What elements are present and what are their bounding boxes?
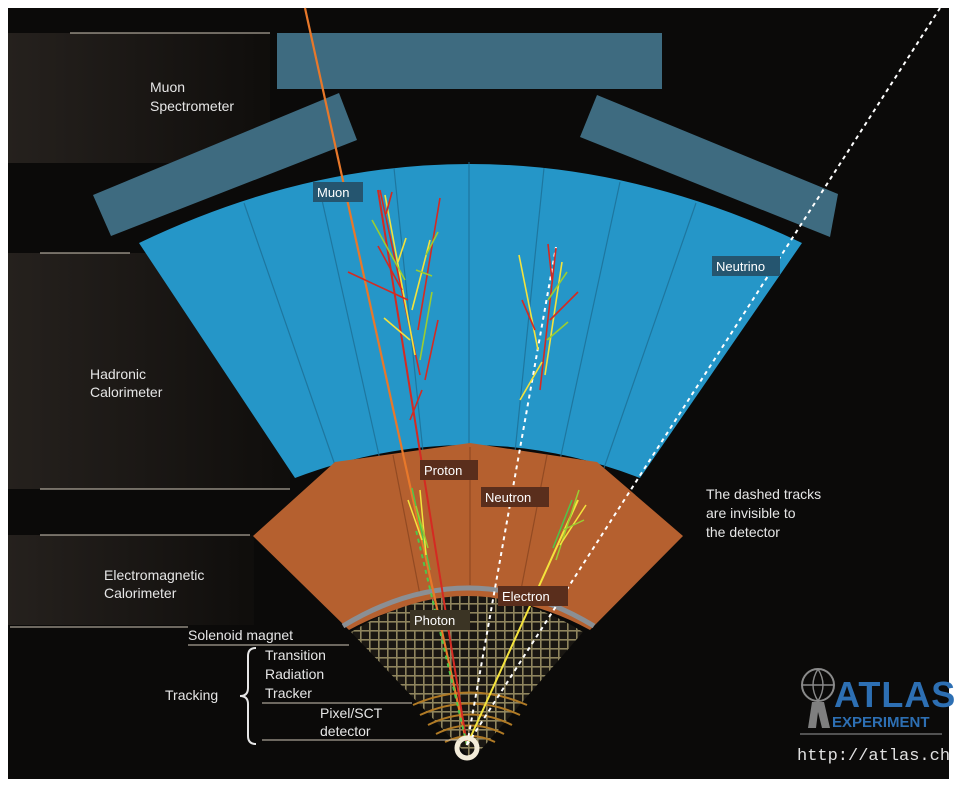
svg-text:Muon: Muon (317, 185, 350, 200)
em-shower-electron (552, 489, 587, 561)
hadronic-shower-right (518, 243, 579, 401)
svg-text:ATLAS: ATLAS (834, 674, 956, 715)
hadronic-calorimeter (139, 162, 802, 478)
solenoid-magnet-label: Solenoid magnet (188, 627, 293, 643)
svg-text:Electron: Electron (502, 589, 550, 604)
dashed-tracks-note: The dashed tracks are invisible to the d… (706, 486, 825, 540)
interaction-point (454, 735, 480, 761)
svg-text:Neutrino: Neutrino (716, 259, 765, 274)
electromagnetic-calorimeter-label: Electromagnetic Calorimeter (104, 567, 208, 601)
svg-text:Photon: Photon (414, 613, 455, 628)
photon-label-box: Photon (410, 610, 470, 630)
muon-chambers (93, 33, 838, 237)
muon-spectrometer-label: Muon Spectrometer (150, 79, 234, 114)
pixel-sct-label: Pixel/SCT detector (320, 705, 386, 739)
electron-label-box: Electron (498, 586, 568, 606)
neutrino-track (466, 7, 941, 746)
svg-text:Neutron: Neutron (485, 490, 531, 505)
transition-radiation-tracker-label: Transition Radiation Tracker (265, 647, 330, 701)
solenoid-magnet (341, 585, 596, 629)
muon-label-box: Muon (313, 182, 363, 202)
svg-text:EXPERIMENT: EXPERIMENT (832, 714, 930, 731)
pixel-sct-arcs (412, 691, 528, 743)
hadronic-shower-left (347, 189, 441, 421)
neutrino-label-box: Neutrino (712, 256, 780, 276)
photon-track (415, 529, 468, 746)
electromagnetic-calorimeter (253, 443, 683, 630)
tracking-label: Tracking (165, 687, 218, 703)
proton-label-box: Proton (420, 460, 478, 480)
em-shower-photon (407, 487, 431, 571)
svg-text:http://atlas.ch: http://atlas.ch (797, 747, 950, 766)
electron-track (466, 499, 579, 746)
atlas-globe-icon (801, 668, 835, 728)
tracking-brace (239, 647, 257, 745)
atlas-logo: ATLAS EXPERIMENT http://atlas.ch (797, 668, 956, 766)
svg-text:Proton: Proton (424, 463, 462, 478)
hadronic-calorimeter-label: Hadronic Calorimeter (90, 366, 163, 400)
neutron-label-box: Neutron (481, 487, 549, 507)
